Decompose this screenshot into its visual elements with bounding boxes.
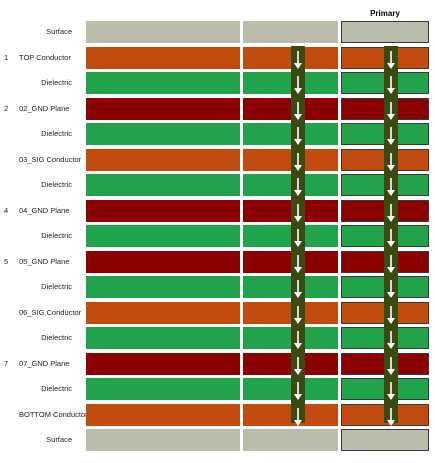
layer-cell-2[interactable] xyxy=(243,302,338,324)
layer-name: 07_GND Plane xyxy=(19,359,70,368)
layer-name: Dielectric xyxy=(41,282,72,291)
layer-name: Dielectric xyxy=(41,231,72,240)
layer-cell-2[interactable] xyxy=(243,251,338,273)
layer-cell-1[interactable] xyxy=(86,225,240,247)
layer-row-dielectric[interactable]: Dielectric xyxy=(0,123,435,145)
layer-name: Dielectric xyxy=(41,129,72,138)
layer-row-dielectric[interactable]: Dielectric xyxy=(0,174,435,196)
layer-cell-1[interactable] xyxy=(86,404,240,426)
layer-cell-2[interactable] xyxy=(243,98,338,120)
via-span-primary[interactable] xyxy=(384,46,398,423)
layer-row-conductor[interactable]: 1 TOP Conductor xyxy=(0,47,435,69)
layer-name: 06_SIG Conductor xyxy=(19,308,82,317)
layer-cell-1[interactable] xyxy=(86,98,240,120)
layer-name: Surface xyxy=(46,435,72,444)
layer-row-conductor[interactable]: 03_SIG Conductor xyxy=(0,149,435,171)
layer-cell-1[interactable] xyxy=(86,327,240,349)
layer-cell-1[interactable] xyxy=(86,251,240,273)
layer-cell-1[interactable] xyxy=(86,200,240,222)
layer-cell-1[interactable] xyxy=(86,302,240,324)
layer-number: 2 xyxy=(4,104,9,113)
layer-cell-1[interactable] xyxy=(86,429,240,451)
layer-cell-2[interactable] xyxy=(243,378,338,400)
layer-name: 03_SIG Conductor xyxy=(19,155,82,164)
layer-cell-2[interactable] xyxy=(243,47,338,69)
layer-cell-2[interactable] xyxy=(243,72,338,94)
layer-name: 04_GND Plane xyxy=(19,206,70,215)
layer-row-conductor[interactable]: 06_SIG Conductor xyxy=(0,302,435,324)
layer-cell-2[interactable] xyxy=(243,174,338,196)
layer-name: Dielectric xyxy=(41,333,72,342)
via-span-1[interactable] xyxy=(291,46,305,423)
layer-cell-2[interactable] xyxy=(243,200,338,222)
layer-cell-2[interactable] xyxy=(243,276,338,298)
layer-cell-2[interactable] xyxy=(243,21,338,43)
layer-row-dielectric[interactable]: Dielectric xyxy=(0,72,435,94)
layer-cell-1[interactable] xyxy=(86,353,240,375)
layer-name: Dielectric xyxy=(41,180,72,189)
layer-cell-3[interactable] xyxy=(341,21,429,43)
layer-name: Dielectric xyxy=(41,384,72,393)
layer-cell-2[interactable] xyxy=(243,225,338,247)
layer-cell-2[interactable] xyxy=(243,327,338,349)
layer-name: 02_GND Plane xyxy=(19,104,70,113)
layer-cell-2[interactable] xyxy=(243,353,338,375)
layer-cell-1[interactable] xyxy=(86,174,240,196)
layer-cell-2[interactable] xyxy=(243,404,338,426)
layer-name: 05_GND Plane xyxy=(19,257,70,266)
layer-row-plane[interactable]: 4 04_GND Plane xyxy=(0,200,435,222)
layer-cell-2[interactable] xyxy=(243,123,338,145)
layer-name: Dielectric xyxy=(41,78,72,87)
layer-cell-3[interactable] xyxy=(341,429,429,451)
layer-cell-1[interactable] xyxy=(86,123,240,145)
layer-row-conductor[interactable]: BOTTOM Conductor xyxy=(0,404,435,426)
layer-number: 5 xyxy=(4,257,9,266)
layer-row-dielectric[interactable]: Dielectric xyxy=(0,276,435,298)
layer-name: TOP Conductor xyxy=(19,53,71,62)
layer-number: 1 xyxy=(4,53,9,62)
layer-number: 7 xyxy=(4,359,9,368)
layer-row-plane[interactable]: 7 07_GND Plane xyxy=(0,353,435,375)
layer-row-surface[interactable]: Surface xyxy=(0,429,435,451)
layer-cell-2[interactable] xyxy=(243,429,338,451)
layer-cell-1[interactable] xyxy=(86,378,240,400)
layer-name: BOTTOM Conductor xyxy=(19,410,88,419)
layer-number: 4 xyxy=(4,206,9,215)
layer-cell-1[interactable] xyxy=(86,21,240,43)
layer-cell-1[interactable] xyxy=(86,47,240,69)
layer-row-surface[interactable]: Surface xyxy=(0,21,435,43)
layer-row-dielectric[interactable]: Dielectric xyxy=(0,378,435,400)
layer-cell-1[interactable] xyxy=(86,72,240,94)
layer-row-dielectric[interactable]: Dielectric xyxy=(0,327,435,349)
layer-cell-2[interactable] xyxy=(243,149,338,171)
layer-row-plane[interactable]: 5 05_GND Plane xyxy=(0,251,435,273)
layer-row-plane[interactable]: 2 02_GND Plane xyxy=(0,98,435,120)
layer-cell-1[interactable] xyxy=(86,149,240,171)
layer-name: Surface xyxy=(46,27,72,36)
layer-cell-1[interactable] xyxy=(86,276,240,298)
layer-row-dielectric[interactable]: Dielectric xyxy=(0,225,435,247)
primary-column-header: Primary xyxy=(370,9,400,18)
